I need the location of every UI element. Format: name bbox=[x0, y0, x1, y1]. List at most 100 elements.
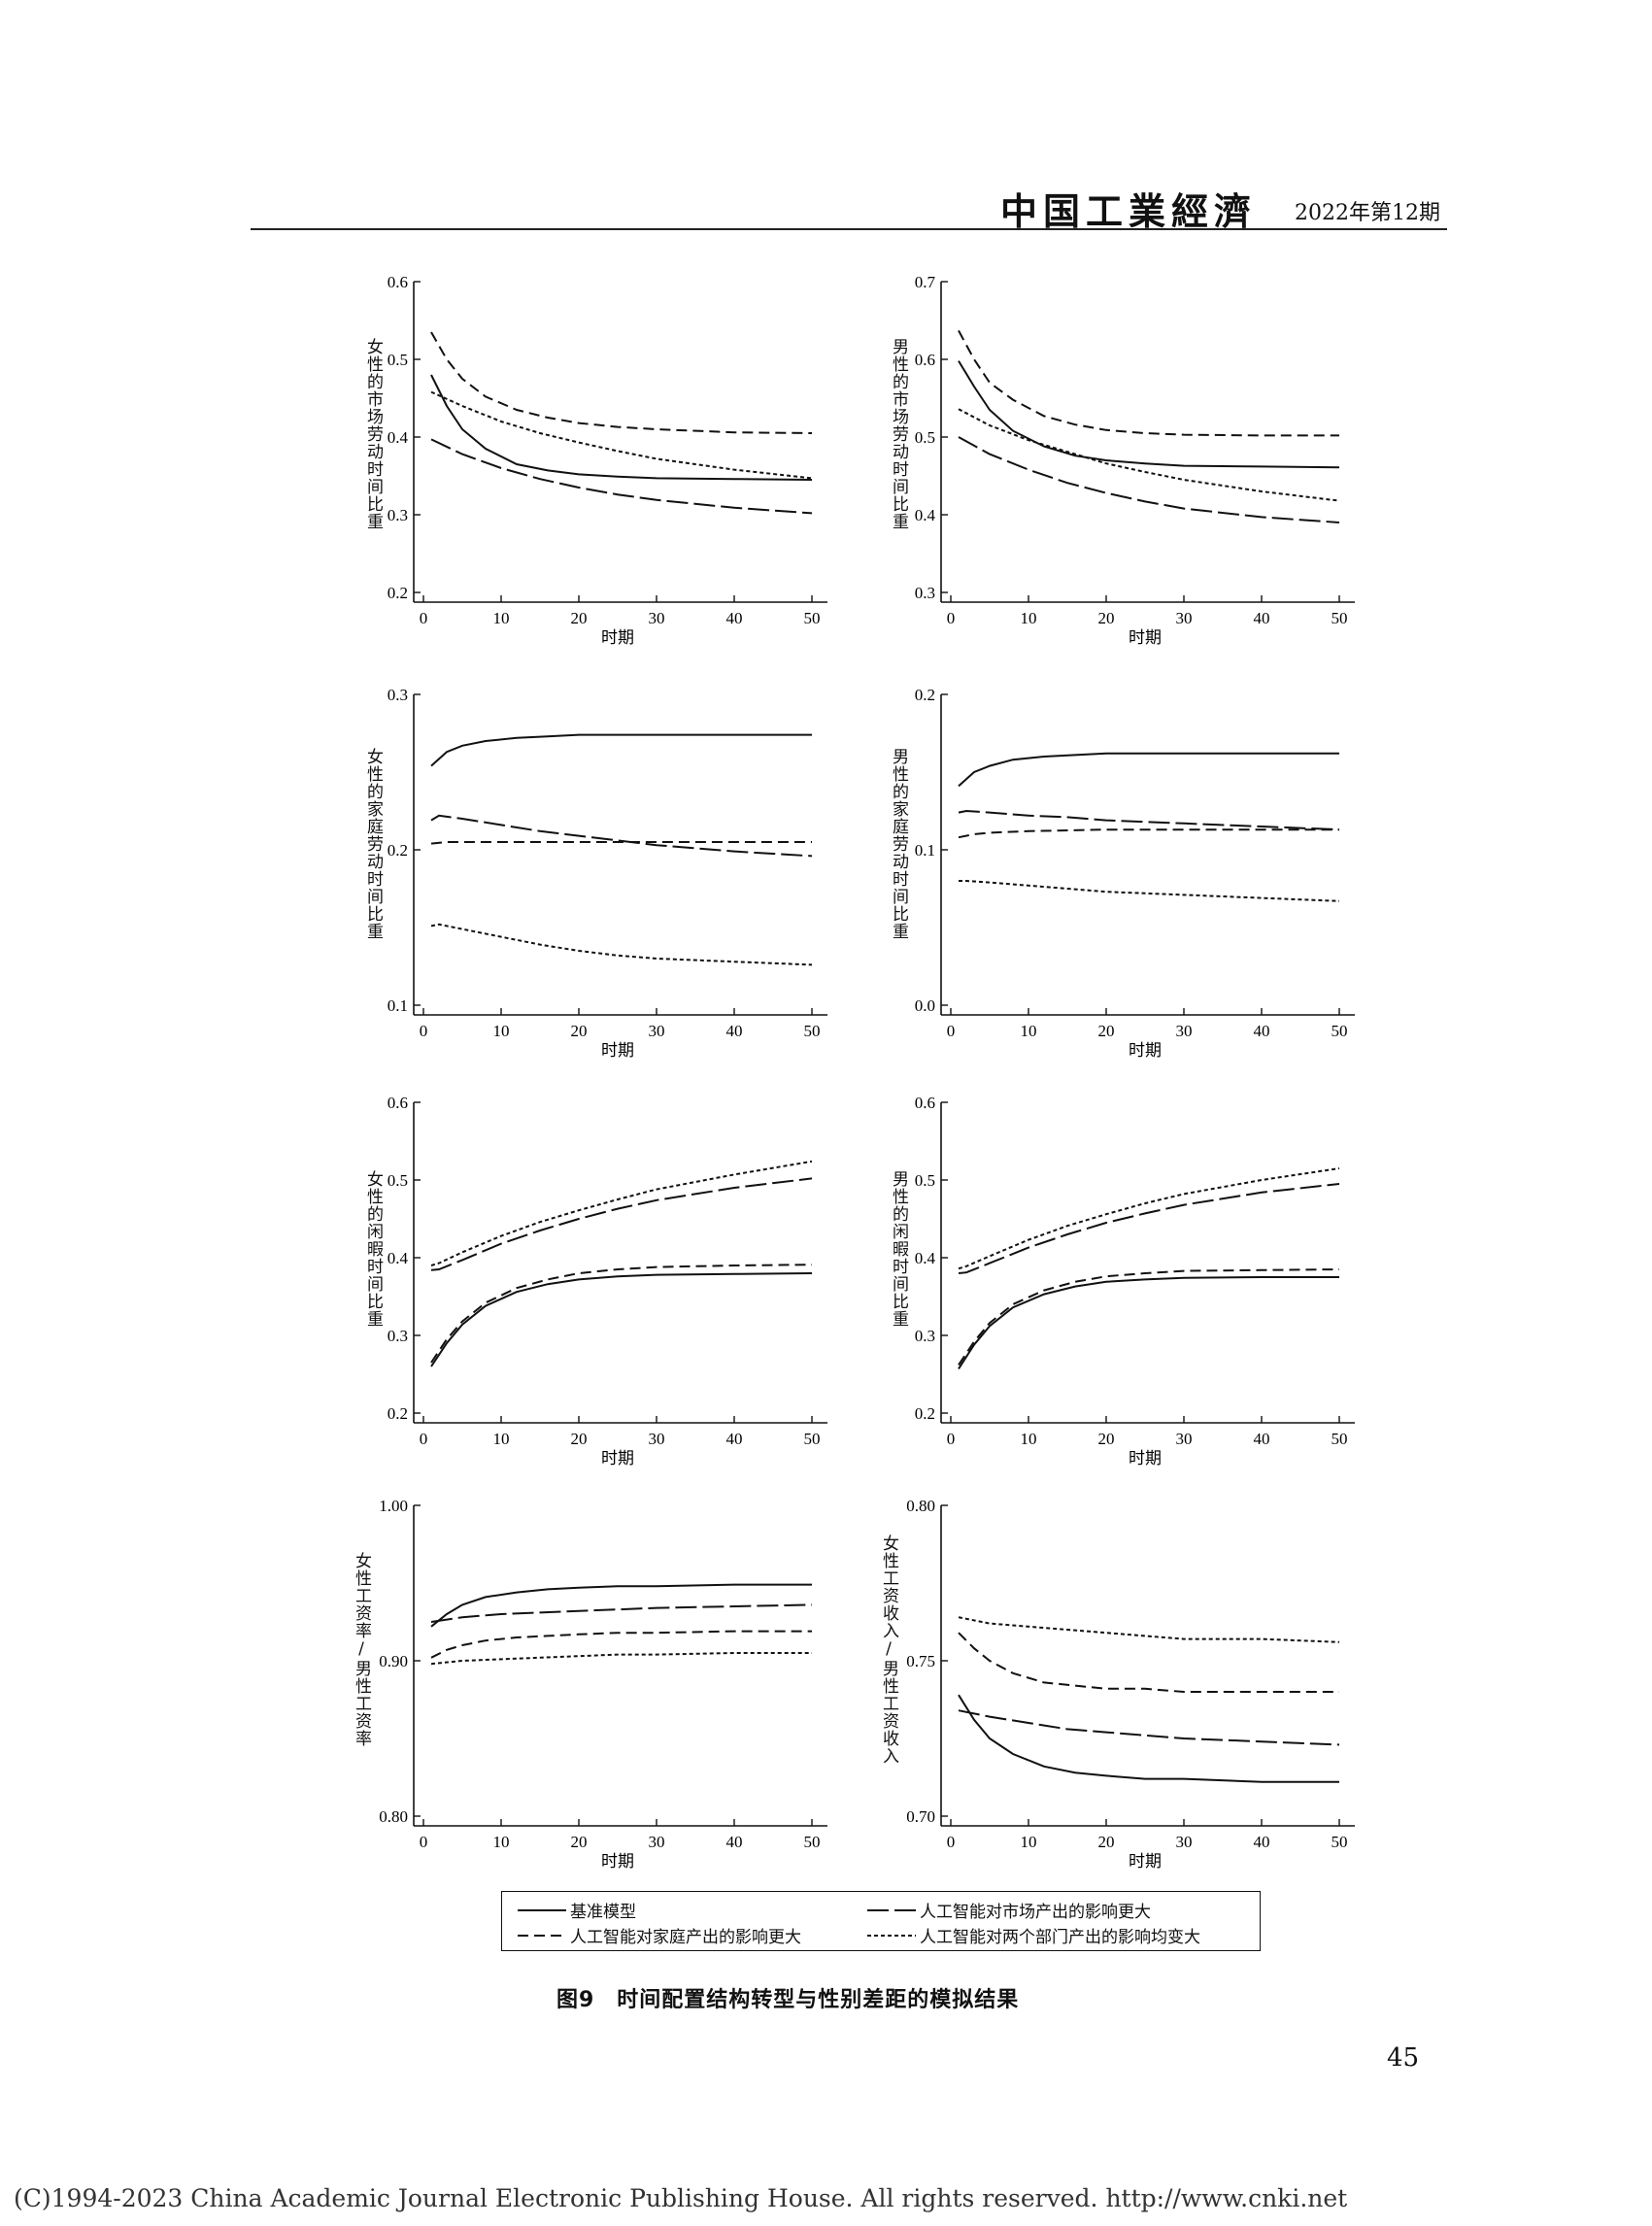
legend-label: 基准模型 bbox=[570, 1903, 636, 1922]
y-tick-label: 0.2 bbox=[915, 686, 935, 704]
series-line-solid bbox=[430, 733, 812, 767]
x-tick-label: 10 bbox=[493, 609, 510, 627]
legend-label: 人工智能对市场产出的影响更大 bbox=[920, 1903, 1151, 1922]
x-tick-label: 50 bbox=[1332, 1430, 1348, 1448]
x-tick-label: 30 bbox=[1176, 1833, 1193, 1851]
x-tick-label: 40 bbox=[726, 1833, 743, 1851]
x-tick-label: 0 bbox=[420, 1022, 428, 1040]
series-line-shortdash bbox=[958, 1616, 1340, 1643]
series-line-solid bbox=[430, 1272, 813, 1367]
legend-label: 人工智能对两个部门产出的影响均变大 bbox=[920, 1928, 1200, 1947]
series-line-shortdash bbox=[958, 408, 1340, 502]
y-tick-label: 0.4 bbox=[915, 506, 936, 524]
x-tick-label: 20 bbox=[1098, 1833, 1115, 1851]
x-tick-label: 50 bbox=[1332, 1022, 1348, 1040]
x-tick-label: 0 bbox=[420, 609, 428, 627]
y-tick-label: 0.7 bbox=[915, 273, 936, 291]
series-line-dash bbox=[430, 1630, 812, 1659]
x-tick-label: 40 bbox=[1254, 609, 1270, 627]
y-tick-label: 0.5 bbox=[388, 1171, 408, 1190]
x-tick-label: 40 bbox=[1254, 1833, 1270, 1851]
chart-panel-3: 0.1 0.2 0.3 0 10 20 30 40 50 时期 bbox=[388, 686, 827, 1061]
chart-panel-1: 0.2 0.3 0.4 0.5 0.6 0 10 20 30 40 50 时期 bbox=[388, 273, 827, 648]
series-line-longdash bbox=[430, 814, 813, 858]
y-tick-label: 0.2 bbox=[915, 1404, 935, 1423]
x-tick-label: 10 bbox=[1021, 609, 1037, 627]
x-axis-label: 时期 bbox=[601, 1449, 634, 1468]
x-tick-label: 10 bbox=[493, 1022, 510, 1040]
y-tick-label: 0.1 bbox=[915, 841, 935, 860]
chart-panel-8: 0.70 0.75 0.80 0 10 20 30 40 50 时期 bbox=[906, 1497, 1355, 1872]
journal-masthead: 中国工業經濟 bbox=[1000, 190, 1258, 233]
series-line-solid bbox=[958, 360, 1340, 469]
y-tick-label: 0.3 bbox=[915, 1327, 935, 1345]
x-tick-label: 20 bbox=[571, 1833, 588, 1851]
y-axis-label: 女性的闲暇时间比重 bbox=[363, 1170, 383, 1328]
x-tick-label: 30 bbox=[649, 609, 665, 627]
x-tick-label: 0 bbox=[947, 1833, 956, 1851]
y-tick-label: 0.1 bbox=[388, 996, 408, 1015]
legend-line-longdash bbox=[867, 1908, 916, 1911]
y-tick-label: 0.3 bbox=[388, 1327, 408, 1345]
chart-panel-4: 0.0 0.1 0.2 0 10 20 30 40 50 时期 bbox=[915, 686, 1355, 1061]
x-tick-label: 0 bbox=[947, 1022, 956, 1040]
series-line-solid bbox=[958, 752, 1339, 788]
x-tick-label: 30 bbox=[1176, 1022, 1193, 1040]
y-axis-label: 男性的家庭劳动时间比重 bbox=[889, 748, 908, 940]
chart-panel-6: 0.2 0.3 0.4 0.5 0.6 0 10 20 30 40 50 时期 bbox=[915, 1094, 1355, 1468]
y-tick-label: 0.70 bbox=[906, 1807, 935, 1826]
series-line-shortdash bbox=[430, 1160, 813, 1266]
x-axis-label: 时期 bbox=[1129, 628, 1162, 648]
series-line-solid bbox=[430, 374, 813, 481]
series-line-dash bbox=[958, 1632, 1339, 1693]
series-line-longdash bbox=[958, 1183, 1340, 1274]
legend-item-market: 人工智能对市场产出的影响更大 bbox=[867, 1898, 1151, 1922]
x-tick-label: 10 bbox=[493, 1430, 510, 1448]
series-line-dash bbox=[958, 1268, 1340, 1366]
x-tick-label: 10 bbox=[493, 1833, 510, 1851]
series-line-solid bbox=[430, 1583, 812, 1628]
series-line-dash bbox=[958, 828, 1339, 839]
x-tick-label: 50 bbox=[804, 1430, 821, 1448]
y-tick-label: 0.4 bbox=[388, 428, 409, 447]
figure-caption: 图9 时间配置结构转型与性别差距的模拟结果 bbox=[556, 1988, 1020, 2012]
x-axis-label: 时期 bbox=[1129, 1449, 1162, 1468]
figure-legend: 基准模型 人工智能对市场产出的影响更大 人工智能对家庭产出的影响更大 人工智能对… bbox=[501, 1891, 1261, 1951]
series-line-shortdash bbox=[430, 390, 813, 480]
x-tick-label: 10 bbox=[1021, 1430, 1037, 1448]
x-tick-label: 20 bbox=[1098, 609, 1115, 627]
header-rule bbox=[251, 228, 1447, 230]
x-tick-label: 10 bbox=[1021, 1833, 1037, 1851]
y-axis-label: 女性工资收入/男性工资收入 bbox=[879, 1535, 898, 1765]
y-tick-label: 0.2 bbox=[388, 584, 408, 602]
legend-line-dash bbox=[518, 1934, 566, 1937]
series-line-longdash bbox=[958, 436, 1340, 523]
x-tick-label: 10 bbox=[1021, 1022, 1037, 1040]
y-tick-label: 0.5 bbox=[388, 351, 408, 369]
series-line-shortdash bbox=[958, 1167, 1340, 1270]
y-tick-label: 0.0 bbox=[915, 996, 935, 1015]
series-line-solid bbox=[958, 1276, 1339, 1369]
series-line-shortdash bbox=[430, 923, 813, 966]
chart-panel-2: 0.3 0.4 0.5 0.6 0.7 0 10 20 30 40 50 时期 bbox=[915, 273, 1355, 648]
x-tick-label: 30 bbox=[649, 1430, 665, 1448]
series-line-longdash bbox=[430, 1177, 813, 1271]
y-tick-label: 0.3 bbox=[915, 584, 935, 602]
y-tick-label: 1.00 bbox=[379, 1497, 408, 1515]
series-line-shortdash bbox=[959, 880, 1340, 902]
y-tick-label: 0.6 bbox=[388, 1094, 408, 1112]
copyright-footer: (C)1994-2023 China Academic Journal Elec… bbox=[14, 2184, 1348, 2212]
y-tick-label: 0.5 bbox=[915, 1171, 935, 1190]
y-tick-label: 0.3 bbox=[388, 506, 408, 524]
x-tick-label: 50 bbox=[804, 609, 821, 627]
y-tick-label: 0.4 bbox=[388, 1249, 409, 1267]
legend-line-shortdash bbox=[867, 1934, 916, 1937]
series-line-dash bbox=[430, 331, 813, 434]
x-axis-label: 时期 bbox=[601, 1852, 634, 1872]
y-tick-label: 0.5 bbox=[915, 428, 935, 447]
legend-label: 人工智能对家庭产出的影响更大 bbox=[570, 1928, 801, 1947]
series-line-longdash bbox=[958, 1709, 1340, 1746]
series-line-shortdash bbox=[430, 1652, 812, 1666]
series-line-longdash bbox=[430, 438, 813, 515]
x-tick-label: 40 bbox=[1254, 1430, 1270, 1448]
